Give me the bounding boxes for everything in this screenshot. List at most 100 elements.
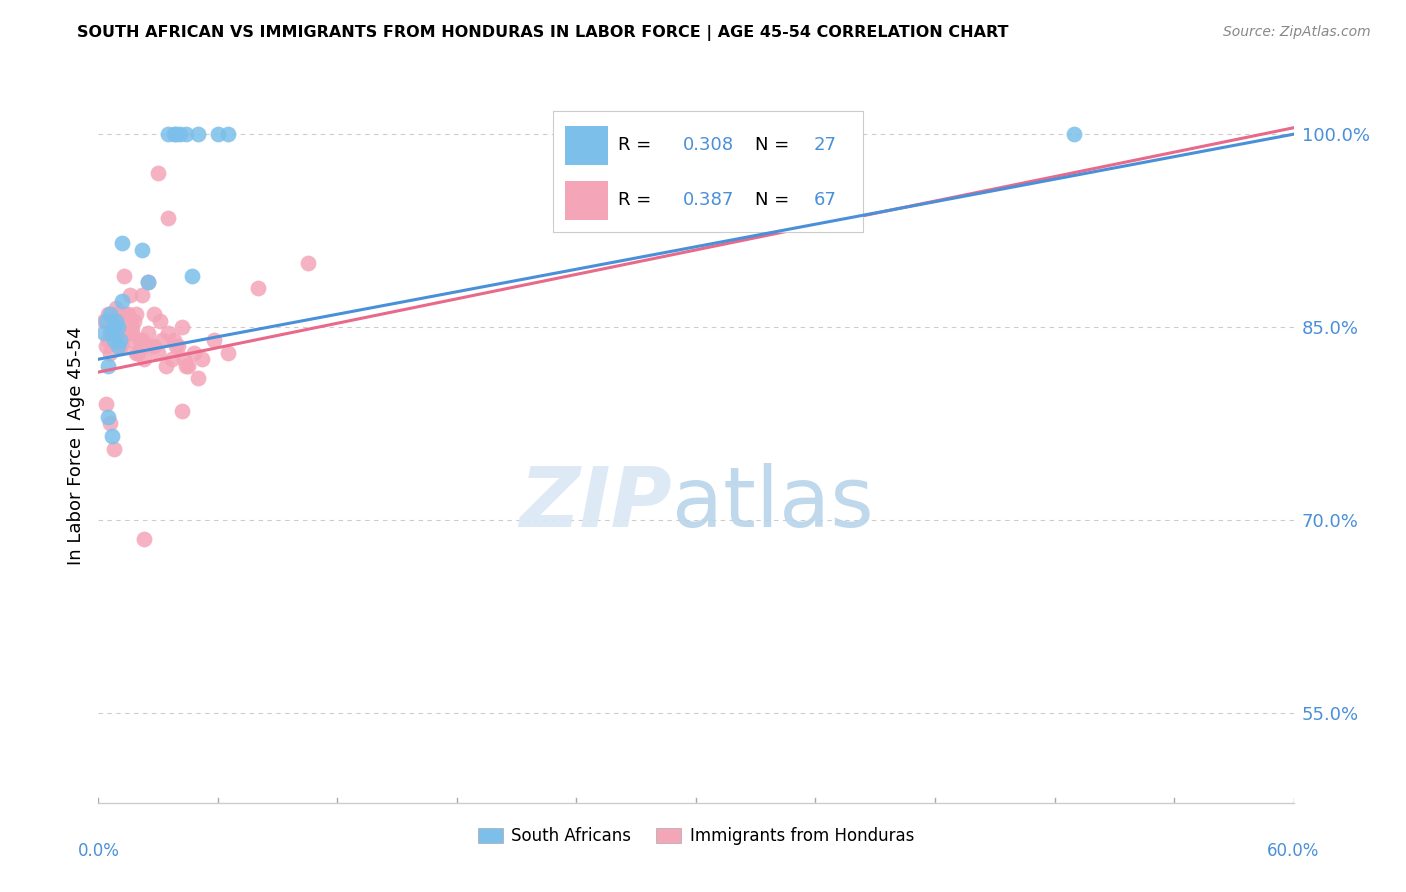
Point: [103, 333, 125, 347]
Point: [120, 333, 142, 347]
Point: [97, 333, 120, 347]
Point: [157, 127, 180, 141]
Point: [111, 326, 134, 341]
Point: [183, 345, 205, 359]
Point: [125, 345, 148, 359]
Point: [93, 326, 115, 341]
Point: [112, 268, 135, 283]
Point: [96, 313, 118, 327]
Point: [105, 313, 128, 327]
Point: [105, 301, 128, 315]
Point: [110, 333, 132, 347]
Point: [131, 288, 153, 302]
Point: [117, 307, 139, 321]
Point: [131, 243, 153, 257]
Point: [191, 352, 214, 367]
Point: [1063, 127, 1085, 141]
Point: [101, 333, 124, 347]
Point: [157, 211, 180, 225]
Point: [187, 127, 209, 141]
Point: [127, 345, 149, 359]
Point: [93, 313, 115, 327]
Point: [148, 166, 170, 180]
Point: [217, 127, 239, 141]
Point: [107, 320, 129, 334]
Text: 60.0%: 60.0%: [1267, 842, 1320, 860]
Point: [111, 294, 134, 309]
Point: [97, 307, 120, 321]
Legend: South Africans, Immigrants from Honduras: South Africans, Immigrants from Honduras: [471, 821, 921, 852]
Point: [131, 333, 153, 347]
Point: [187, 371, 209, 385]
Point: [105, 307, 128, 321]
Point: [107, 333, 129, 347]
Point: [115, 307, 138, 321]
Point: [134, 352, 156, 367]
Point: [107, 339, 129, 353]
Y-axis label: In Labor Force | Age 45-54: In Labor Force | Age 45-54: [66, 326, 84, 566]
Point: [110, 339, 132, 353]
Point: [117, 326, 139, 341]
Point: [169, 127, 191, 141]
Point: [111, 236, 134, 251]
Point: [167, 339, 190, 353]
Point: [157, 326, 180, 341]
Point: [297, 256, 319, 270]
Point: [125, 307, 148, 321]
Point: [107, 320, 129, 334]
Point: [149, 313, 172, 327]
Point: [98, 417, 122, 431]
Text: ZIP: ZIP: [519, 463, 672, 543]
Point: [97, 410, 120, 425]
Point: [103, 320, 125, 334]
Point: [155, 359, 177, 373]
Point: [136, 326, 159, 341]
Point: [96, 397, 118, 411]
Point: [165, 339, 187, 353]
Point: [181, 268, 204, 283]
Point: [139, 339, 162, 353]
Point: [150, 333, 173, 347]
Point: [165, 127, 187, 141]
Point: [136, 275, 159, 289]
Point: [148, 345, 170, 359]
Point: [98, 326, 122, 341]
Point: [103, 320, 125, 334]
Point: [217, 345, 239, 359]
Point: [163, 333, 186, 347]
Point: [134, 533, 156, 547]
Text: Source: ZipAtlas.com: Source: ZipAtlas.com: [1223, 25, 1371, 39]
Point: [101, 326, 124, 341]
Point: [112, 313, 135, 327]
Point: [129, 333, 152, 347]
Point: [172, 320, 194, 334]
Point: [143, 307, 166, 321]
Point: [110, 333, 132, 347]
Point: [163, 127, 186, 141]
Point: [101, 429, 124, 443]
Point: [143, 339, 166, 353]
Point: [121, 326, 143, 341]
Point: [124, 313, 146, 327]
Point: [101, 326, 124, 341]
Point: [207, 127, 229, 141]
Point: [246, 281, 269, 295]
Point: [97, 359, 120, 373]
Point: [173, 352, 195, 367]
Point: [136, 275, 159, 289]
Text: 0.0%: 0.0%: [77, 842, 120, 860]
Point: [172, 403, 194, 417]
Point: [111, 339, 134, 353]
Point: [103, 442, 125, 457]
Point: [120, 288, 142, 302]
Point: [98, 345, 122, 359]
Point: [160, 352, 183, 367]
Point: [98, 307, 122, 321]
Point: [202, 333, 225, 347]
Text: atlas: atlas: [672, 463, 873, 543]
Text: SOUTH AFRICAN VS IMMIGRANTS FROM HONDURAS IN LABOR FORCE | AGE 45-54 CORRELATION: SOUTH AFRICAN VS IMMIGRANTS FROM HONDURA…: [77, 25, 1010, 41]
Point: [121, 320, 143, 334]
Point: [103, 313, 125, 327]
Point: [96, 339, 118, 353]
Point: [174, 127, 197, 141]
